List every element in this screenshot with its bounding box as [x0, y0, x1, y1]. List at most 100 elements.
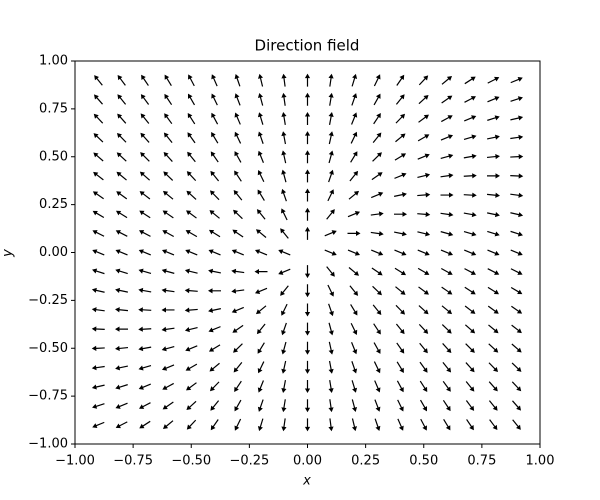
- arrow: [234, 93, 241, 106]
- arrow: [511, 343, 522, 353]
- arrow: [234, 380, 242, 392]
- arrow: [186, 171, 197, 182]
- arrow: [93, 133, 104, 143]
- y-tick-label: 0.75: [39, 101, 68, 116]
- arrow: [208, 249, 221, 256]
- arrow: [370, 231, 384, 237]
- x-tick-label: 1.00: [526, 454, 555, 469]
- arrow: [328, 92, 334, 106]
- arrow: [350, 151, 358, 163]
- arrow: [351, 418, 357, 432]
- arrow: [116, 171, 127, 181]
- arrow: [489, 419, 498, 431]
- arrow: [372, 304, 382, 315]
- arrow: [394, 192, 407, 198]
- arrow: [255, 305, 267, 315]
- arrow: [464, 96, 476, 103]
- arrow: [465, 362, 475, 373]
- arrow: [186, 382, 197, 391]
- arrow: [487, 286, 500, 295]
- arrow: [441, 324, 452, 334]
- arrow: [115, 345, 129, 352]
- arrow: [418, 323, 429, 334]
- arrow: [209, 381, 220, 392]
- arrow: [328, 399, 334, 413]
- arrow: [138, 364, 152, 371]
- arrow: [510, 249, 523, 256]
- arrow: [441, 115, 453, 123]
- y-tick-label: −0.25: [28, 293, 68, 308]
- arrow: [324, 249, 337, 256]
- arrow: [328, 360, 334, 374]
- arrow: [328, 322, 334, 336]
- arrow: [278, 249, 291, 256]
- arrow: [419, 399, 427, 412]
- arrow: [417, 211, 431, 217]
- arrow: [232, 324, 244, 333]
- arrow: [394, 211, 407, 217]
- arrow: [488, 381, 498, 392]
- arrow: [510, 192, 524, 198]
- arrow: [139, 420, 151, 429]
- arrow: [394, 153, 407, 161]
- arrow: [281, 169, 287, 183]
- arrow: [418, 305, 429, 315]
- arrow: [163, 132, 173, 144]
- arrow: [510, 268, 523, 275]
- arrow: [115, 326, 128, 332]
- arrow: [139, 191, 151, 200]
- arrow: [184, 288, 198, 294]
- arrow: [184, 268, 198, 274]
- arrow: [488, 324, 499, 334]
- arrow: [463, 173, 477, 179]
- arrow: [115, 421, 128, 429]
- arrow: [92, 191, 104, 200]
- arrow: [162, 190, 174, 200]
- arrow: [281, 150, 287, 164]
- arrow: [419, 342, 428, 354]
- arrow: [184, 307, 198, 313]
- arrow: [115, 287, 128, 293]
- arrow: [162, 210, 174, 219]
- arrow: [304, 322, 311, 336]
- chart-title: Direction field: [255, 37, 360, 55]
- arrow: [347, 230, 361, 236]
- arrow: [394, 249, 407, 256]
- arrow: [256, 209, 266, 220]
- arrow: [278, 268, 291, 275]
- arrow: [141, 74, 149, 86]
- arrow: [487, 173, 500, 179]
- arrow: [258, 73, 264, 87]
- arrow: [371, 191, 384, 199]
- arrow: [373, 323, 381, 335]
- arrow: [162, 382, 174, 390]
- arrow: [417, 192, 431, 198]
- arrow: [510, 154, 524, 160]
- arrow: [418, 75, 429, 86]
- arrow: [304, 188, 311, 202]
- arrow: [464, 76, 476, 85]
- arrow: [463, 230, 477, 237]
- arrow: [304, 73, 311, 87]
- arrow: [349, 285, 359, 296]
- arrow: [488, 362, 499, 373]
- x-tick-label: 0.25: [351, 454, 380, 469]
- arrow: [91, 326, 105, 332]
- arrow: [373, 93, 381, 106]
- arrow: [91, 307, 105, 313]
- arrow: [351, 361, 358, 374]
- arrow: [304, 226, 311, 240]
- arrow: [510, 96, 523, 102]
- y-tick-label: 0.25: [39, 197, 68, 212]
- arrow: [185, 249, 198, 256]
- arrow: [233, 361, 243, 373]
- arrow: [231, 249, 244, 256]
- x-tick-label: 0.00: [293, 454, 322, 469]
- arrow: [374, 380, 381, 393]
- arrow: [187, 132, 196, 144]
- arrow: [186, 210, 197, 219]
- arrow: [208, 288, 221, 294]
- arrow: [211, 112, 219, 125]
- arrow: [281, 380, 287, 393]
- arrow: [208, 229, 221, 238]
